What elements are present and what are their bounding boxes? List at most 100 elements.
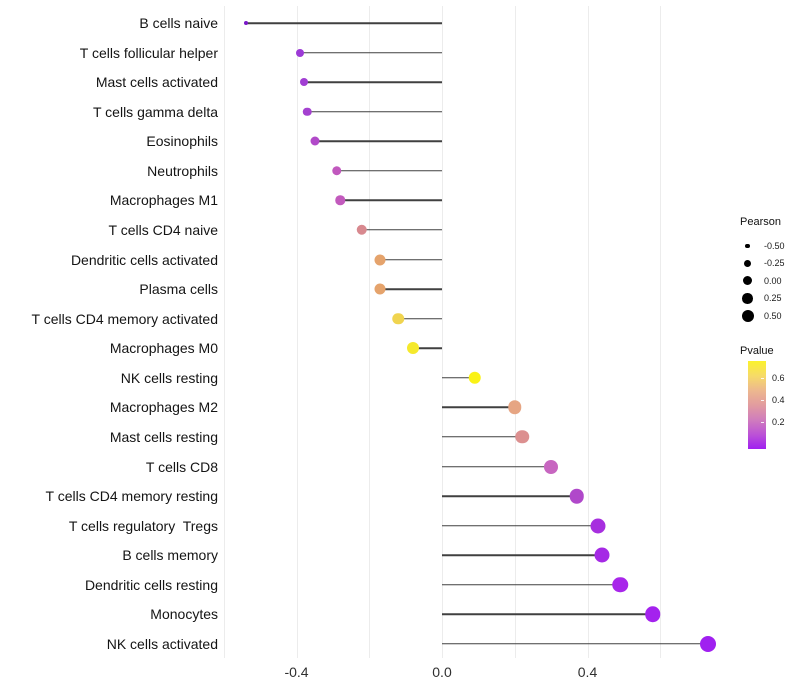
pvalue-tick-mark [745,422,748,423]
legend-pearson-dot [743,276,752,286]
category-label: Monocytes [150,606,218,623]
category-label: Dendritic cells resting [84,576,218,593]
gridline-x--0.2 [369,6,371,658]
pvalue-tick-mark [745,400,748,401]
lollipop-stem [361,229,442,231]
legend-pearson-dot-wrap [740,309,755,322]
gridline-x--0.6 [223,6,225,658]
category-label: NK cells resting [120,369,218,386]
category-label: T cells gamma delta [92,103,218,120]
gridline-x--0.4 [296,6,298,658]
pvalue-tick-label: 0.4 [772,395,785,405]
gridline-x-0.6 [660,6,662,658]
category-label: Mast cells activated [95,74,218,91]
lollipop-point [569,488,584,504]
legend-pearson-entry-label: 0.50 [764,310,782,321]
category-label: T cells CD4 naive [108,221,218,238]
legend-pearson-dot-wrap [740,259,755,267]
x-axis-tick-label: 0.4 [577,664,598,680]
lollipop-stem [398,317,442,320]
lollipop-point [331,166,342,176]
lollipop-point [594,547,610,563]
lollipop-stem [442,377,475,379]
category-label: Macrophages M1 [109,192,218,209]
legend-pearson-dot [745,243,750,248]
x-axis-tick-label: 0.0 [432,664,452,680]
lollipop-point [508,400,522,415]
lollipop-point [699,635,716,652]
lollipop-stem [442,495,577,497]
lollipop-stem [314,140,442,143]
x-axis-tick-label: -0.4 [284,664,309,680]
lollipop-point [299,78,308,87]
legend-pearson-dot-wrap [740,276,755,286]
lollipop-stem [380,258,442,261]
category-label: Plasma cells [139,281,218,298]
lollipop-point [303,107,312,116]
category-label: Macrophages M2 [109,399,218,416]
category-label: Dendritic cells activated [70,251,218,268]
pvalue-tick-mark [745,378,748,379]
legend-pearson-entry-label: 0.25 [764,293,782,304]
pvalue-tick-mark [761,422,764,423]
legend-pearson-entry: -0.50 [740,237,785,255]
pvalue-tick-mark [761,400,764,401]
lollipop-point [468,371,481,385]
legend-pearson-entry-label: -0.50 [764,240,785,251]
lollipop-point [544,459,559,474]
legend-pearson-entry-label: 0.00 [764,275,782,286]
pvalue-colorbar [748,361,766,449]
lollipop-point [296,48,305,57]
legend-pearson-dot [742,293,753,304]
category-label: T cells CD4 memory activated [31,310,218,327]
category-label: B cells memory [122,547,218,564]
category-label: Neutrophils [147,162,218,179]
category-label: T cells regulatory Tregs [68,517,218,534]
category-label: T cells follicular helper [79,44,218,61]
lollipop-stem [442,613,653,616]
gridline-x-0.4 [587,6,589,658]
pvalue-tick-label: 0.2 [772,417,785,427]
lollipop-stem [380,288,442,290]
legend-pvalue: Pvalue 0.6 0.4 0.2 [740,345,800,455]
legend-pearson-dot-wrap [740,243,755,248]
lollipop-point [590,518,606,534]
pvalue-tick-label: 0.6 [772,373,785,383]
lollipop-stem [336,170,442,172]
lollipop-stem [442,554,603,557]
lollipop-stem [300,51,442,54]
lollipop-point [406,342,419,355]
category-label: Eosinophils [146,133,218,150]
legend-pearson-entry: -0.25 [740,255,785,273]
lollipop-point [335,195,345,206]
lollipop-stem [412,347,442,350]
category-label: Mast cells resting [109,428,218,445]
lollipop-stem [307,110,442,113]
lollipop-stem [303,81,442,83]
category-label: NK cells activated [106,635,218,652]
lollipop-stem [442,524,599,527]
lollipop-point [310,136,320,146]
legend-pearson-entries: -0.50 -0.25 0.00 0.25 0.50 [740,237,785,325]
lollipop-point [612,577,628,593]
category-label: T cells CD4 memory resting [45,488,218,505]
gridline-x-0 [442,6,443,658]
lollipop-point [374,283,386,295]
category-label: B cells naive [139,15,218,31]
legend-pearson-title: Pearson [740,216,781,228]
legend-pearson-dot [741,309,754,322]
legend-pearson-dot [744,259,751,267]
lollipop-point [515,430,529,444]
category-label: T cells CD8 [145,458,218,475]
lollipop-point [645,606,661,623]
legend-pearson-entry-label: -0.25 [764,258,785,269]
pvalue-tick-mark [761,378,764,379]
lollipop-stem [442,406,515,409]
category-label: Macrophages M0 [109,340,218,357]
lollipop-point [374,254,386,266]
lollipop-stem [442,584,621,586]
legend-pvalue-title: Pvalue [740,345,774,357]
legend-pearson-entry: 0.50 [740,307,785,325]
lollipop-point [356,224,368,236]
